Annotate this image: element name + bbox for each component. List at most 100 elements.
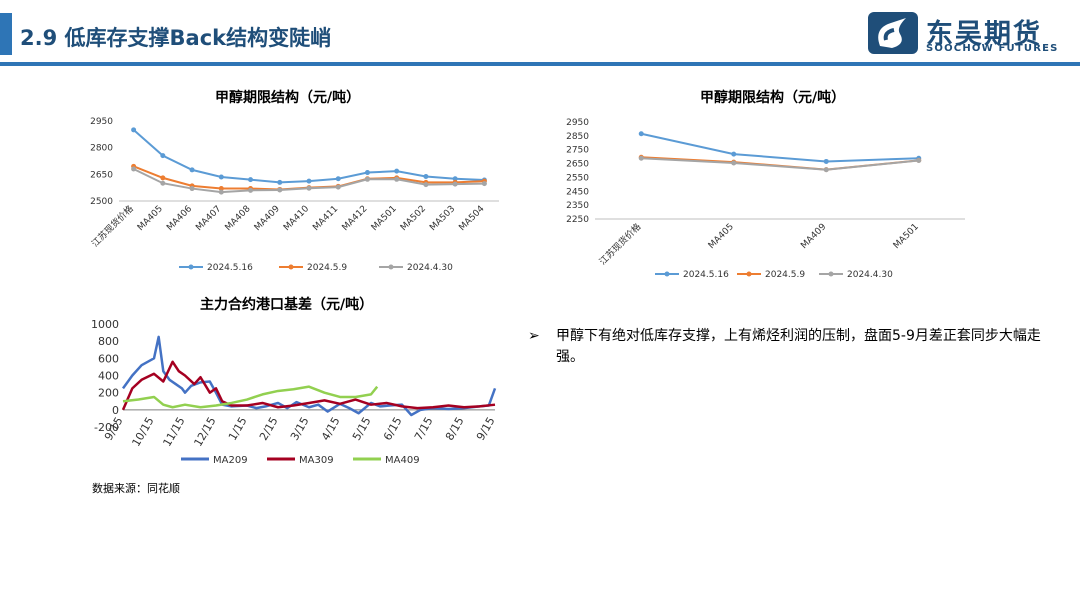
company-logo: 东吴期货 SOOCHOW FUTURES bbox=[866, 10, 1066, 56]
data-point bbox=[248, 177, 254, 183]
term-structure-chart-2: 甲醇期限结构（元/吨） 2250 2350 2450 2550 2650 2750 2850… bbox=[555, 85, 985, 285]
data-point bbox=[423, 182, 429, 188]
x-tick-label: MA503 bbox=[428, 204, 457, 233]
data-point bbox=[189, 186, 195, 192]
header-divider bbox=[0, 62, 1080, 66]
x-tick-label: MA501 bbox=[370, 204, 399, 233]
data-point bbox=[131, 166, 137, 172]
x-tick-label: MA409 bbox=[799, 222, 828, 251]
data-point bbox=[452, 181, 458, 187]
x-tick-label: 江苏现货价格 bbox=[89, 203, 136, 250]
legend-label: 2024.5.9 bbox=[307, 263, 347, 273]
y-tick-label: 0 bbox=[112, 404, 119, 417]
x-tick-label: 4/15 bbox=[319, 415, 343, 443]
legend-label: 2024.4.30 bbox=[847, 270, 893, 280]
y-tick-label: 2950 bbox=[90, 117, 113, 127]
x-tick-label: MA406 bbox=[165, 204, 194, 233]
x-tick-label: MA412 bbox=[341, 204, 370, 233]
data-point bbox=[731, 151, 737, 157]
y-tick-label: 800 bbox=[98, 335, 119, 348]
x-tick-label: 7/15 bbox=[412, 415, 436, 443]
header-accent-bar bbox=[0, 13, 12, 55]
data-point bbox=[131, 127, 137, 133]
slide-title: 2.9 低库存支撑Back结构变陡峭 bbox=[20, 26, 332, 50]
term-structure-chart-1: 甲醇期限结构（元/吨） 2500 2650 2800 2950 江苏现货价格 MA405 M… bbox=[85, 85, 515, 285]
legend-label: 2024.5.9 bbox=[765, 270, 805, 280]
x-tick-label: 2/15 bbox=[257, 415, 281, 443]
data-point bbox=[160, 175, 166, 181]
data-source-note: 数据来源：同花顺 bbox=[92, 482, 180, 495]
x-tick-label: 8/15 bbox=[443, 415, 467, 443]
data-point bbox=[823, 167, 829, 173]
data-point bbox=[160, 153, 166, 159]
y-tick-label: 2250 bbox=[566, 215, 589, 225]
data-point bbox=[335, 176, 341, 182]
series-line bbox=[122, 385, 379, 409]
y-tick-label: 200 bbox=[98, 387, 119, 400]
y-tick-label: 2650 bbox=[90, 170, 113, 180]
x-tick-label: MA502 bbox=[399, 204, 428, 233]
x-tick-label: MA504 bbox=[457, 204, 486, 233]
x-tick-label: 11/15 bbox=[160, 415, 187, 449]
y-tick-label: -200 bbox=[94, 421, 119, 434]
y-tick-label: 2950 bbox=[566, 118, 589, 128]
series-line bbox=[121, 360, 496, 411]
data-point bbox=[160, 180, 166, 186]
x-tick-label: 9/15 bbox=[102, 415, 126, 443]
chart-title: 甲醇期限结构（元/吨） bbox=[700, 90, 846, 106]
data-point bbox=[277, 179, 283, 185]
x-tick-label: MA411 bbox=[311, 204, 340, 233]
data-point bbox=[218, 186, 224, 192]
legend-marker bbox=[828, 271, 834, 277]
y-tick-label: 1000 bbox=[91, 318, 119, 331]
data-point bbox=[394, 176, 400, 182]
x-tick-label: MA405 bbox=[136, 204, 165, 233]
y-tick-label: 2750 bbox=[566, 146, 589, 156]
logo-mark-icon bbox=[868, 12, 918, 54]
x-tick-label: MA409 bbox=[253, 204, 282, 233]
series-line bbox=[641, 132, 919, 163]
arrow-bullet-icon: ➢ bbox=[528, 328, 540, 344]
data-point bbox=[218, 174, 224, 180]
data-point bbox=[277, 187, 283, 193]
y-tick-label: 2850 bbox=[566, 132, 589, 142]
data-point bbox=[823, 158, 829, 164]
x-tick-label: 10/15 bbox=[129, 415, 156, 449]
data-point bbox=[306, 185, 312, 191]
data-point bbox=[638, 155, 644, 161]
data-point bbox=[218, 189, 224, 195]
legend-marker bbox=[388, 264, 394, 270]
logo-chinese-name: 东吴期货 bbox=[926, 19, 1042, 50]
x-tick-label: MA407 bbox=[194, 204, 223, 233]
x-tick-label: 江苏现货价格 bbox=[597, 221, 644, 268]
x-tick-label: MA410 bbox=[282, 204, 311, 233]
legend-marker bbox=[664, 271, 670, 277]
data-point bbox=[364, 176, 370, 182]
y-tick-label: 2550 bbox=[566, 173, 589, 183]
legend-label: 2024.5.16 bbox=[207, 263, 253, 273]
legend-marker bbox=[288, 264, 294, 270]
data-point bbox=[423, 173, 429, 179]
x-tick-label: MA501 bbox=[892, 222, 921, 251]
x-tick-label: 12/15 bbox=[191, 415, 218, 449]
logo-english-name: SOOCHOW FUTURES bbox=[926, 43, 1059, 54]
x-tick-label: MA405 bbox=[707, 222, 736, 251]
data-point bbox=[189, 167, 195, 173]
data-point bbox=[452, 176, 458, 182]
y-tick-label: 2500 bbox=[90, 197, 113, 207]
y-tick-label: 2650 bbox=[566, 160, 589, 170]
data-point bbox=[364, 170, 370, 176]
legend-marker bbox=[746, 271, 752, 277]
legend-label: MA309 bbox=[299, 455, 334, 466]
x-tick-label: 5/15 bbox=[350, 415, 374, 443]
data-point bbox=[916, 157, 922, 163]
series-line bbox=[641, 157, 919, 171]
x-tick-label: 3/15 bbox=[288, 415, 312, 443]
x-tick-label: 9/15 bbox=[474, 415, 498, 443]
data-point bbox=[731, 160, 737, 166]
y-tick-label: 2350 bbox=[566, 201, 589, 211]
y-tick-label: 600 bbox=[98, 352, 119, 365]
legend-marker bbox=[188, 264, 194, 270]
